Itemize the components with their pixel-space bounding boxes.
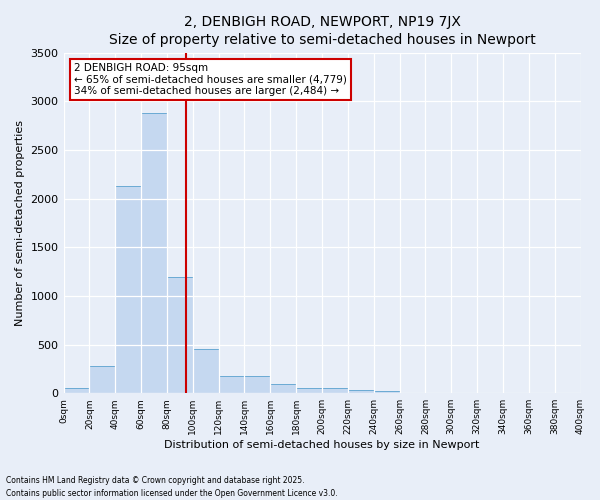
- Text: Contains HM Land Registry data © Crown copyright and database right 2025.
Contai: Contains HM Land Registry data © Crown c…: [6, 476, 338, 498]
- Y-axis label: Number of semi-detached properties: Number of semi-detached properties: [15, 120, 25, 326]
- X-axis label: Distribution of semi-detached houses by size in Newport: Distribution of semi-detached houses by …: [164, 440, 480, 450]
- Bar: [64, 388, 89, 393]
- Bar: [296, 388, 322, 393]
- Bar: [89, 366, 115, 393]
- Bar: [193, 350, 218, 393]
- Bar: [218, 376, 244, 393]
- Bar: [115, 186, 141, 393]
- Bar: [374, 392, 400, 393]
- Bar: [348, 390, 374, 393]
- Title: 2, DENBIGH ROAD, NEWPORT, NP19 7JX
Size of property relative to semi-detached ho: 2, DENBIGH ROAD, NEWPORT, NP19 7JX Size …: [109, 15, 535, 48]
- Bar: [271, 384, 296, 393]
- Text: 2 DENBIGH ROAD: 95sqm
← 65% of semi-detached houses are smaller (4,779)
34% of s: 2 DENBIGH ROAD: 95sqm ← 65% of semi-deta…: [74, 63, 347, 96]
- Bar: [167, 278, 193, 393]
- Bar: [244, 376, 271, 393]
- Bar: [141, 113, 167, 393]
- Bar: [322, 388, 348, 393]
